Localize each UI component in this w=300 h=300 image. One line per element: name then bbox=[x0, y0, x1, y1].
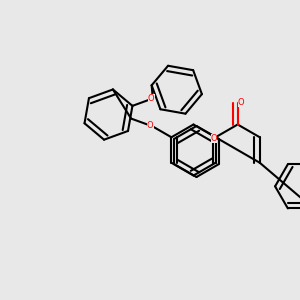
Text: O: O bbox=[148, 94, 154, 103]
Text: O: O bbox=[238, 98, 244, 107]
Text: O: O bbox=[211, 134, 217, 143]
Text: O: O bbox=[147, 121, 154, 130]
